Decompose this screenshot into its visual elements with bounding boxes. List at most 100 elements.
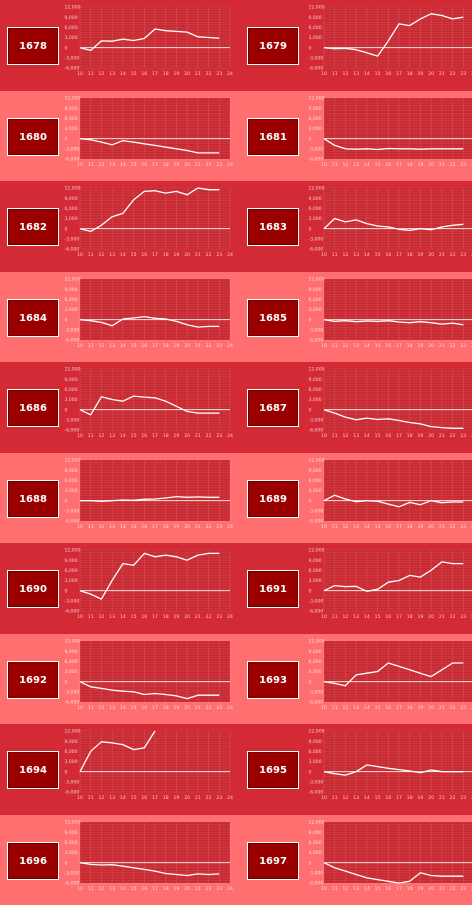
- y-tick-label: 12,000: [65, 639, 81, 645]
- x-tick-label: 17: [396, 795, 402, 801]
- x-tick-label: 22: [450, 524, 456, 530]
- x-tick-label: 22: [450, 614, 456, 620]
- x-tick-label: 10: [321, 524, 327, 530]
- x-tick-label: 11: [332, 886, 338, 892]
- x-tick-label: 12: [98, 795, 104, 801]
- x-tick-label: 10: [321, 795, 327, 801]
- x-tick-label: 21: [439, 162, 445, 168]
- series-line: [79, 138, 220, 154]
- x-tick-label: 21: [195, 162, 201, 168]
- x-tick-label: 11: [88, 343, 94, 349]
- x-tick-label: 10: [321, 343, 327, 349]
- y-tick-label: 6,000: [65, 568, 78, 574]
- x-tick-label: 14: [120, 252, 126, 258]
- id-button-1689[interactable]: 1689: [247, 480, 299, 518]
- id-button-1687[interactable]: 1687: [247, 389, 299, 427]
- y-tick-label: 6,000: [309, 659, 322, 665]
- y-tick-label: 6,000: [65, 387, 78, 393]
- chart-1693: 12,000 9,000 6,000 3,000 0 -3,000 -6,000 10 11 12…: [308, 638, 472, 713]
- y-tick-label: -3,000: [309, 779, 324, 785]
- x-tick-label: 22: [206, 71, 212, 77]
- x-tick-label: 15: [375, 162, 381, 168]
- x-tick-label: 24: [227, 343, 233, 349]
- x-tick-label: 21: [195, 524, 201, 530]
- x-tick-label: 18: [407, 343, 413, 349]
- y-tick-label: 6,000: [65, 840, 78, 846]
- id-button-1679[interactable]: 1679: [247, 27, 299, 65]
- y-tick-label: 3,000: [309, 126, 322, 132]
- y-tick-label: 9,000: [65, 377, 78, 383]
- x-tick-label: 20: [184, 886, 190, 892]
- x-tick-label: 18: [407, 433, 413, 439]
- id-button-1682[interactable]: 1682: [7, 208, 59, 246]
- x-tick-label: 14: [364, 614, 370, 620]
- y-tick-label: 3,000: [65, 578, 78, 584]
- id-button-1696[interactable]: 1696: [7, 842, 59, 880]
- y-tick-label: 0: [65, 226, 68, 232]
- x-tick-label: 10: [321, 614, 327, 620]
- id-button-1691[interactable]: 1691: [247, 570, 299, 608]
- x-tick-label: 18: [407, 795, 413, 801]
- x-tick-label: 11: [332, 162, 338, 168]
- cell-1684: 1684 12,000 9,000 6,000 3,000 0 -3,000 -6,000 1…: [0, 272, 236, 362]
- x-tick-label: 14: [364, 162, 370, 168]
- x-tick-label: 13: [109, 71, 115, 77]
- y-tick-label: 0: [65, 317, 68, 323]
- chart-1694: 12,000 9,000 6,000 3,000 0 -3,000 -6,000 10 11 12…: [64, 728, 234, 803]
- chart-1692: 12,000 9,000 6,000 3,000 0 -3,000 -6,000 10 11 12…: [64, 638, 234, 713]
- y-tick-label: 3,000: [309, 397, 322, 403]
- x-tick-label: 13: [353, 886, 359, 892]
- cell-1680: 1680 12,000 9,000 6,000 3,000 0 -3,000 -6,000 1…: [0, 91, 236, 181]
- chart-1686: 12,000 9,000 6,000 3,000 0 -3,000 -6,000 10 11 12…: [64, 366, 234, 441]
- y-tick-label: 6,000: [309, 387, 322, 393]
- id-button-1686[interactable]: 1686: [7, 389, 59, 427]
- id-button-1681[interactable]: 1681: [247, 118, 299, 156]
- y-tick-label: -6,000: [309, 519, 324, 525]
- x-tick-label: 14: [364, 343, 370, 349]
- x-tick-label: 19: [417, 252, 423, 258]
- cell-1693: 1693 12,000 9,000 6,000 3,000 0 -3,000 -6,000 1…: [236, 634, 472, 724]
- y-tick-label: -3,000: [309, 508, 324, 514]
- x-tick-label: 12: [342, 433, 348, 439]
- id-button-1692[interactable]: 1692: [7, 661, 59, 699]
- x-tick-label: 12: [342, 886, 348, 892]
- x-tick-label: 12: [342, 71, 348, 77]
- y-tick-label: 3,000: [309, 488, 322, 494]
- y-tick-label: -3,000: [309, 598, 324, 604]
- y-tick-label: 3,000: [309, 850, 322, 856]
- y-tick-label: 9,000: [65, 287, 78, 293]
- id-button-1697[interactable]: 1697: [247, 842, 299, 880]
- y-tick-label: -3,000: [309, 327, 324, 333]
- x-tick-label: 23: [460, 705, 466, 711]
- x-tick-label: 11: [88, 614, 94, 620]
- y-tick-label: -6,000: [65, 790, 80, 796]
- y-tick-label: -6,000: [65, 338, 80, 344]
- x-tick-label: 15: [375, 705, 381, 711]
- x-tick-label: 23: [460, 524, 466, 530]
- id-button-1690[interactable]: 1690: [7, 570, 59, 608]
- series-line: [79, 395, 220, 416]
- id-button-1693[interactable]: 1693: [247, 661, 299, 699]
- x-tick-label: 11: [88, 71, 94, 77]
- id-button-1684[interactable]: 1684: [7, 299, 59, 337]
- y-tick-label: -6,000: [65, 700, 80, 706]
- cell-1686: 1686 12,000 9,000 6,000 3,000 0 -3,000 -6,000 1…: [0, 362, 236, 453]
- id-button-1688[interactable]: 1688: [7, 480, 59, 518]
- y-tick-label: 12,000: [65, 458, 81, 464]
- plot-area: [324, 822, 472, 883]
- id-button-1680[interactable]: 1680: [7, 118, 59, 156]
- y-tick-label: -3,000: [65, 146, 80, 152]
- id-button-1694[interactable]: 1694: [7, 751, 59, 789]
- x-tick-label: 14: [120, 524, 126, 530]
- x-tick-label: 21: [439, 71, 445, 77]
- id-button-1685[interactable]: 1685: [247, 299, 299, 337]
- id-button-1695[interactable]: 1695: [247, 751, 299, 789]
- id-button-1678[interactable]: 1678: [7, 27, 59, 65]
- x-tick-label: 12: [342, 162, 348, 168]
- y-tick-label: 12,000: [65, 548, 81, 554]
- x-tick-label: 23: [460, 614, 466, 620]
- series-line: [323, 138, 464, 151]
- series-line: [323, 217, 464, 232]
- y-tick-label: -3,000: [65, 327, 80, 333]
- id-button-1683[interactable]: 1683: [247, 208, 299, 246]
